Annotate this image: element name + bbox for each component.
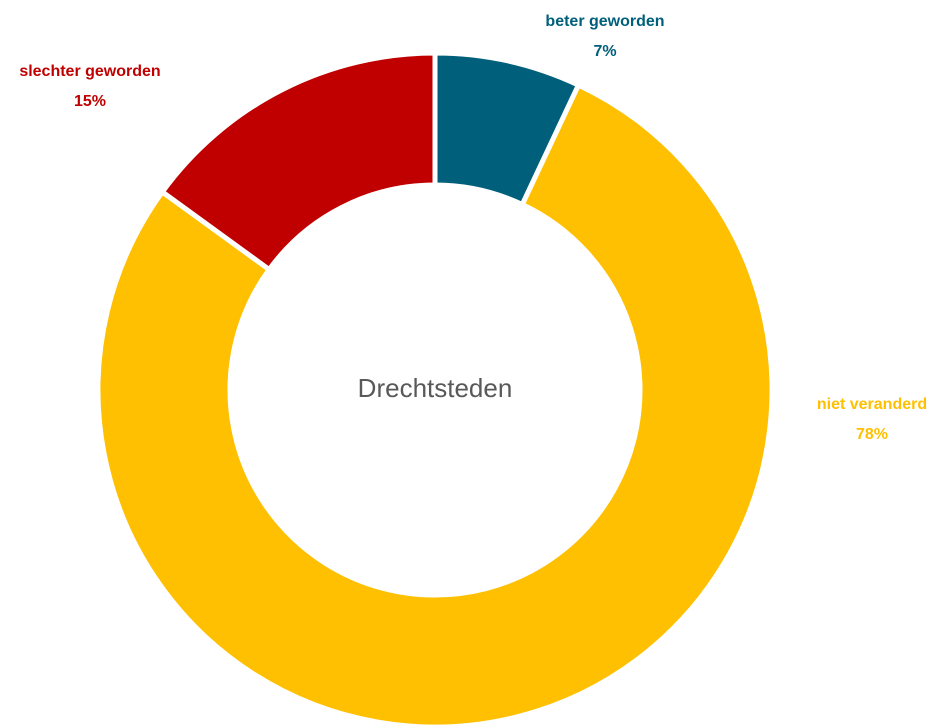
donut-slice: [158, 50, 438, 273]
slice-value-label: 78%: [856, 426, 888, 443]
slice-value-label: 7%: [593, 43, 616, 60]
slice-label: beter geworden: [545, 13, 664, 30]
slice-value-label: 15%: [74, 93, 106, 110]
donut-slice: [95, 81, 775, 726]
slice-label: slechter geworden: [19, 63, 160, 80]
center-label: Drechtsteden: [358, 373, 513, 403]
slice-label: niet veranderd: [817, 396, 927, 413]
